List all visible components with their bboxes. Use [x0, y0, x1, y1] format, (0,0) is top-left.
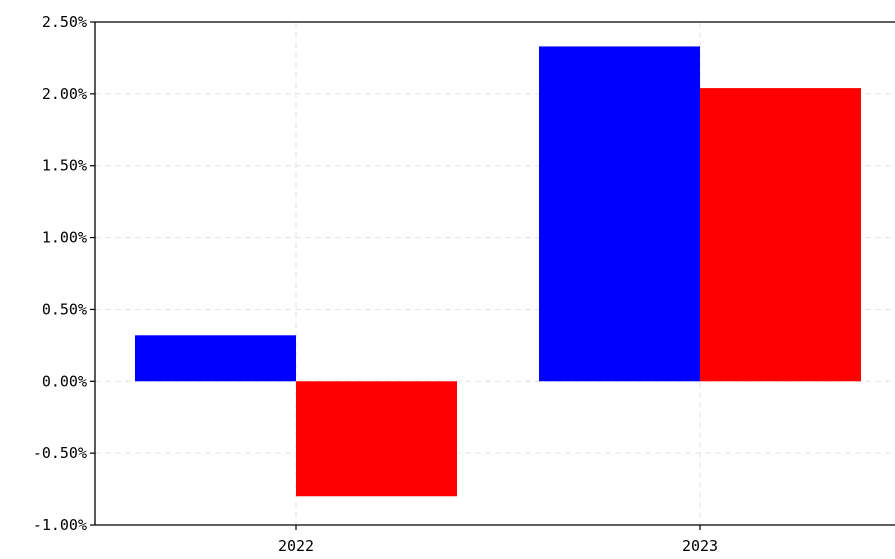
y-tick-label: -1.00% [33, 516, 87, 534]
y-tick-label: 0.00% [42, 372, 87, 390]
x-tick-label: 2022 [278, 537, 314, 555]
x-ticks: 2022 2023 [278, 525, 718, 555]
bar-series2-2022 [296, 381, 457, 497]
bar-series2-2023 [700, 88, 861, 382]
y-ticks: 2.50% 2.00% 1.50% 1.00% 0.50% 0.00% -0.50% -1.0… [33, 13, 95, 534]
axes [94, 21, 895, 526]
y-tick-label: 1.00% [42, 229, 87, 247]
x-tick-label: 2023 [682, 537, 718, 555]
bar-series1-2023 [539, 46, 700, 382]
y-tick-label: 1.50% [42, 157, 87, 175]
bars [135, 46, 861, 497]
y-tick-label: 0.50% [42, 300, 87, 318]
y-tick-label: 2.00% [42, 85, 87, 103]
y-tick-label: -0.50% [33, 444, 87, 462]
bar-series1-2022 [135, 335, 296, 382]
y-tick-label: 2.50% [42, 13, 87, 31]
